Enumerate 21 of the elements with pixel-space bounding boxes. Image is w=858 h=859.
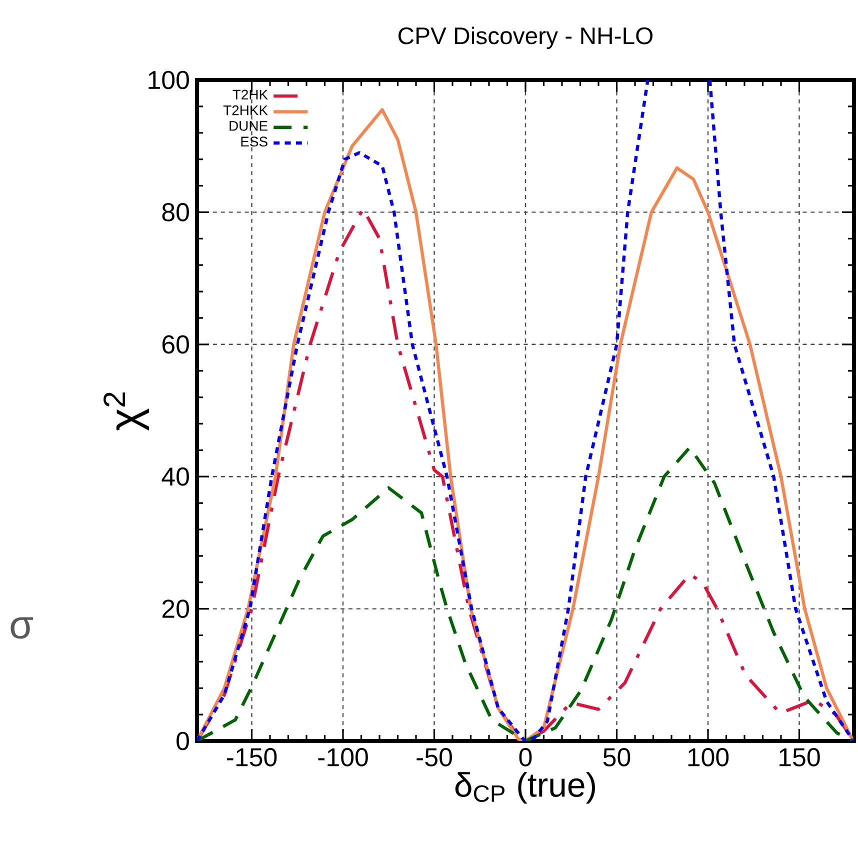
y-tick-label: 20: [162, 600, 189, 618]
x-tick-label: -50: [416, 748, 452, 766]
y-axis-title: χ$^{2}$: [104, 392, 150, 431]
y-tick-label: 40: [162, 467, 189, 486]
text: σ: [10, 617, 34, 639]
x-tick-label: 50: [603, 748, 630, 766]
x-tick-label: -150: [226, 748, 277, 766]
x-tick-label: -100: [318, 748, 368, 766]
legend-label: ESS: [241, 136, 268, 146]
x-tick-label: 100: [688, 748, 729, 766]
y-tick-label: 60: [162, 335, 189, 354]
x-tick-label: 150: [780, 748, 820, 766]
legend-label: DUNE: [230, 121, 268, 131]
y-tick-label: 100: [148, 70, 189, 90]
x-tick-label: 0: [519, 748, 532, 766]
legend-label: T2HK: [232, 90, 268, 100]
x-axis-title: δ$_{CP}$ (true): [455, 772, 595, 804]
y-tick-label: 80: [162, 203, 189, 222]
legend-label: T2HKK: [223, 105, 268, 116]
chart-title: CPV Discovery - NH-LO: [398, 26, 652, 50]
y-tick-label: 0: [176, 732, 189, 750]
